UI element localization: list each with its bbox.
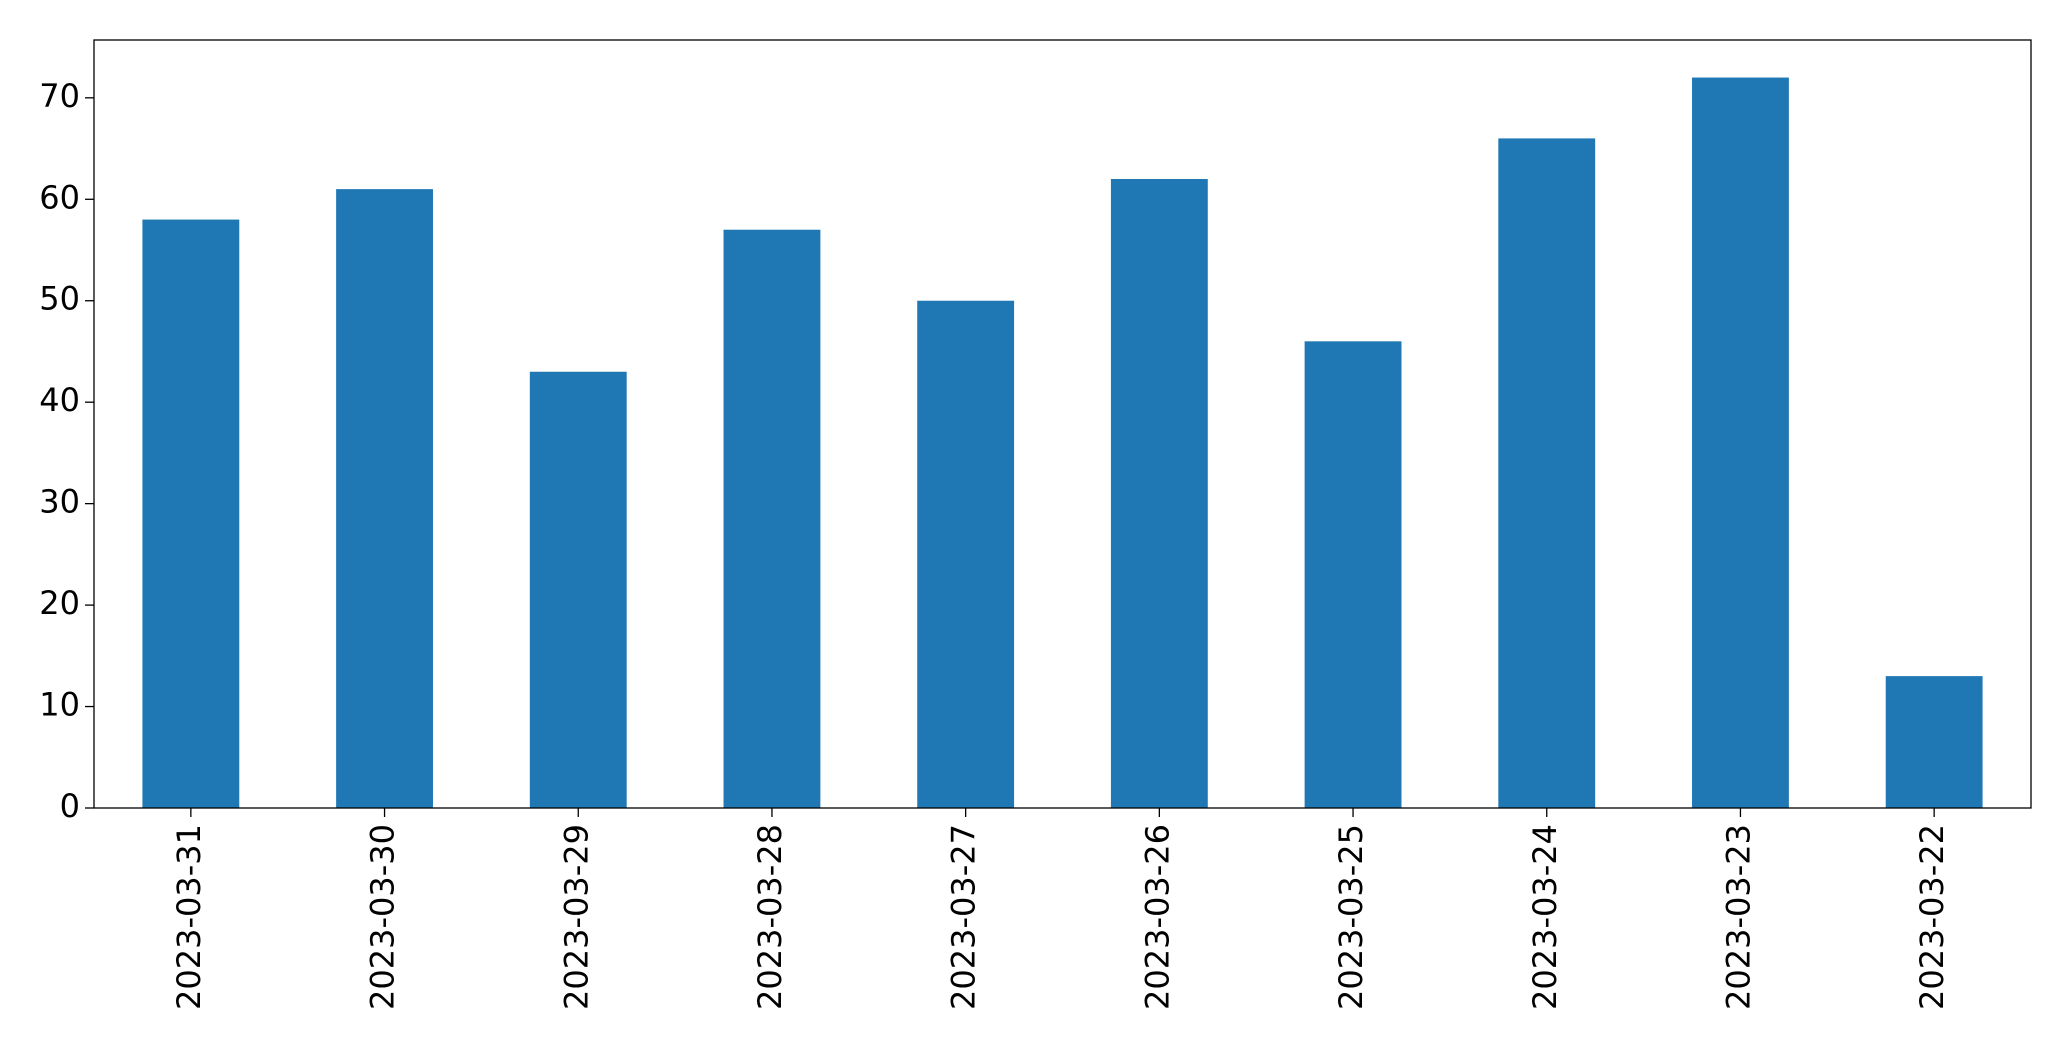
x-tick-label: 2023-03-26 [1138, 824, 1176, 1010]
x-tick-label: 2023-03-22 [1913, 824, 1951, 1010]
y-tick-label: 40 [39, 381, 80, 419]
bar [1110, 178, 1208, 809]
x-tick-label: 2023-03-27 [945, 824, 983, 1010]
x-tick-label: 2023-03-31 [170, 824, 208, 1010]
x-tick-label: 2023-03-24 [1526, 824, 1564, 1010]
y-tick-label: 0 [60, 787, 80, 825]
bar [1885, 676, 1983, 808]
x-tick-label: 2023-03-28 [751, 824, 789, 1010]
y-tick-label: 60 [39, 178, 80, 216]
y-tick-label: 50 [39, 280, 80, 318]
bar [529, 371, 627, 808]
bar [1498, 138, 1596, 808]
x-tick-label: 2023-03-29 [557, 824, 595, 1010]
bar [336, 189, 433, 809]
bar [1692, 77, 1789, 808]
bar [1304, 341, 1402, 808]
x-tick-label: 2023-03-25 [1332, 824, 1370, 1010]
x-tick-label: 2023-03-30 [364, 824, 402, 1010]
y-tick-label: 10 [39, 686, 80, 724]
bar [142, 219, 240, 808]
bar [917, 300, 1015, 808]
y-tick-label: 30 [39, 483, 80, 521]
x-tick-label: 2023-03-23 [1719, 824, 1757, 1010]
y-tick-label: 20 [39, 584, 80, 622]
bar [723, 229, 821, 809]
plot-frame [93, 39, 2032, 809]
y-tick-label: 70 [39, 77, 80, 115]
